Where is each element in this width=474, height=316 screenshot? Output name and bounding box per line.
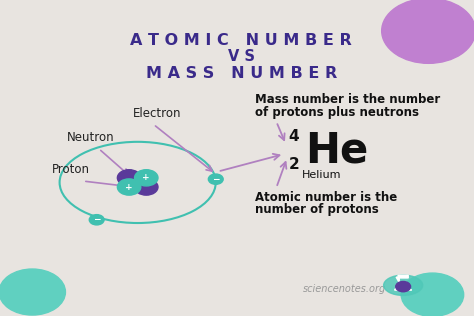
Text: Atomic number is the: Atomic number is the [255,191,397,204]
Ellipse shape [383,275,423,295]
Text: Mass number is the number: Mass number is the number [255,93,440,106]
Text: +: + [125,183,133,191]
Circle shape [135,170,158,186]
Text: M A S S   N U M B E R: M A S S N U M B E R [146,66,337,81]
Circle shape [118,170,141,186]
Text: −: − [93,215,100,224]
Text: sciencenotes.org: sciencenotes.org [303,283,386,294]
Text: A T O M I C   N U M B E R: A T O M I C N U M B E R [130,33,352,48]
Text: of protons plus neutrons: of protons plus neutrons [255,106,419,118]
Text: 2: 2 [289,157,300,172]
Text: number of protons: number of protons [255,203,379,216]
Circle shape [135,179,158,195]
Text: V S: V S [228,49,255,64]
Circle shape [89,215,104,225]
Circle shape [118,179,141,195]
Text: Proton: Proton [52,163,91,176]
Text: 4: 4 [289,129,300,144]
Circle shape [0,269,65,315]
Circle shape [396,282,410,292]
Circle shape [209,174,223,184]
Text: −: − [212,175,219,184]
Polygon shape [394,277,412,290]
FancyBboxPatch shape [398,275,408,278]
Circle shape [401,273,464,316]
Circle shape [382,0,474,63]
Text: Helium: Helium [301,170,341,180]
Text: Neutron: Neutron [67,131,115,144]
Text: +: + [143,173,150,182]
Text: Electron: Electron [133,107,182,120]
Text: He: He [306,130,369,172]
